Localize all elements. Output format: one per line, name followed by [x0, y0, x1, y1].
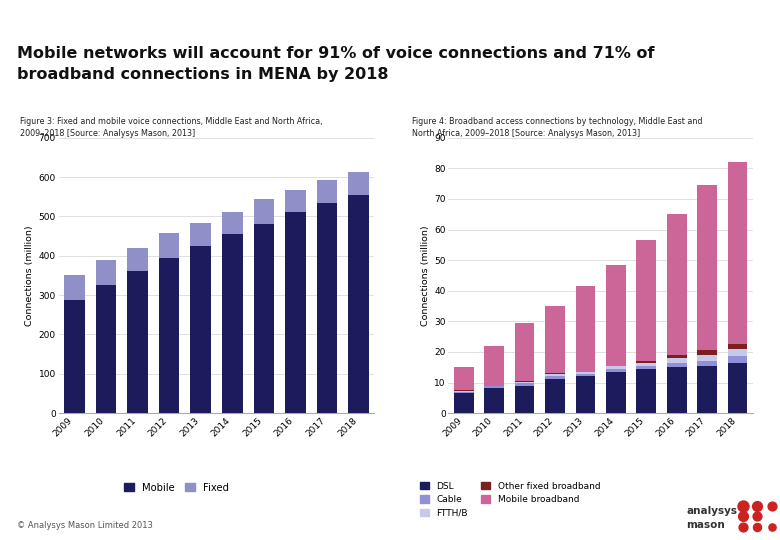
- Bar: [576, 286, 595, 372]
- Bar: [454, 393, 473, 413]
- Text: Mobile networks will account for 91% of voice connections and 71% of: Mobile networks will account for 91% of …: [17, 46, 654, 61]
- Bar: [64, 275, 84, 300]
- Bar: [606, 369, 626, 372]
- Text: Figure 4: Broadband access connections by technology, Middle East and: Figure 4: Broadband access connections b…: [412, 117, 702, 126]
- Legend: DSL, Cable, FTTH/B, Other fixed broadband, Mobile broadband: DSL, Cable, FTTH/B, Other fixed broadban…: [417, 478, 604, 522]
- Text: mason: mason: [686, 520, 725, 530]
- Text: The Middle East and North Africa telecoms market forecasts 2013–2018: interim fo: The Middle East and North Africa telecom…: [9, 8, 417, 16]
- Bar: [636, 363, 656, 366]
- Bar: [349, 172, 369, 195]
- Y-axis label: Connections (million): Connections (million): [25, 225, 34, 326]
- Bar: [515, 381, 534, 382]
- Bar: [667, 363, 686, 367]
- Bar: [127, 272, 147, 413]
- Text: © Analysys Mason Limited 2013: © Analysys Mason Limited 2013: [17, 521, 153, 530]
- Bar: [728, 349, 747, 356]
- Bar: [606, 265, 626, 366]
- Bar: [222, 212, 243, 234]
- Bar: [254, 199, 274, 224]
- Bar: [545, 374, 565, 376]
- Bar: [484, 387, 504, 388]
- Bar: [697, 361, 717, 366]
- Text: Figure 3: Fixed and mobile voice connections, Middle East and North Africa,: Figure 3: Fixed and mobile voice connect…: [20, 117, 322, 126]
- Bar: [127, 248, 147, 272]
- Bar: [697, 350, 717, 355]
- Bar: [96, 285, 116, 413]
- Bar: [636, 366, 656, 369]
- Bar: [64, 300, 84, 413]
- Bar: [576, 373, 595, 374]
- Bar: [317, 180, 337, 202]
- Bar: [606, 372, 626, 413]
- Bar: [697, 355, 717, 361]
- Bar: [96, 260, 116, 285]
- Bar: [606, 366, 626, 369]
- Legend: Mobile, Fixed: Mobile, Fixed: [120, 478, 233, 497]
- Bar: [159, 258, 179, 413]
- Bar: [515, 382, 534, 383]
- Bar: [545, 373, 565, 374]
- Bar: [222, 234, 243, 413]
- Y-axis label: Connections (million): Connections (million): [421, 225, 430, 326]
- Bar: [636, 240, 656, 361]
- Bar: [254, 224, 274, 413]
- Bar: [636, 361, 656, 363]
- Bar: [285, 212, 306, 413]
- Bar: [728, 363, 747, 413]
- Text: 2009–2018 [Source: Analysys Mason, 2013]: 2009–2018 [Source: Analysys Mason, 2013]: [20, 129, 195, 138]
- Bar: [667, 358, 686, 363]
- Bar: [728, 356, 747, 363]
- Bar: [159, 233, 179, 258]
- Bar: [576, 372, 595, 373]
- Bar: [454, 391, 473, 392]
- Bar: [317, 202, 337, 413]
- Text: analysys: analysys: [686, 505, 737, 516]
- Bar: [454, 390, 473, 391]
- Bar: [454, 367, 473, 390]
- Bar: [484, 346, 504, 386]
- Bar: [285, 190, 306, 212]
- Bar: [636, 369, 656, 413]
- Bar: [484, 388, 504, 413]
- Bar: [697, 366, 717, 413]
- Bar: [484, 386, 504, 387]
- Text: North Africa, 2009–2018 [Source: Analysys Mason, 2013]: North Africa, 2009–2018 [Source: Analysy…: [412, 129, 640, 138]
- Bar: [576, 376, 595, 413]
- Bar: [515, 386, 534, 413]
- Bar: [545, 306, 565, 373]
- Bar: [515, 323, 534, 381]
- Bar: [545, 380, 565, 413]
- Bar: [454, 392, 473, 393]
- Bar: [697, 185, 717, 350]
- Bar: [349, 195, 369, 413]
- Bar: [728, 162, 747, 345]
- Bar: [576, 374, 595, 376]
- Bar: [667, 367, 686, 413]
- Bar: [728, 345, 747, 349]
- Bar: [190, 224, 211, 246]
- Text: broadband connections in MENA by 2018: broadband connections in MENA by 2018: [17, 68, 388, 83]
- Text: 13: 13: [757, 7, 771, 17]
- Bar: [190, 246, 211, 413]
- Bar: [667, 355, 686, 358]
- Bar: [667, 214, 686, 355]
- Bar: [515, 383, 534, 386]
- Bar: [545, 376, 565, 380]
